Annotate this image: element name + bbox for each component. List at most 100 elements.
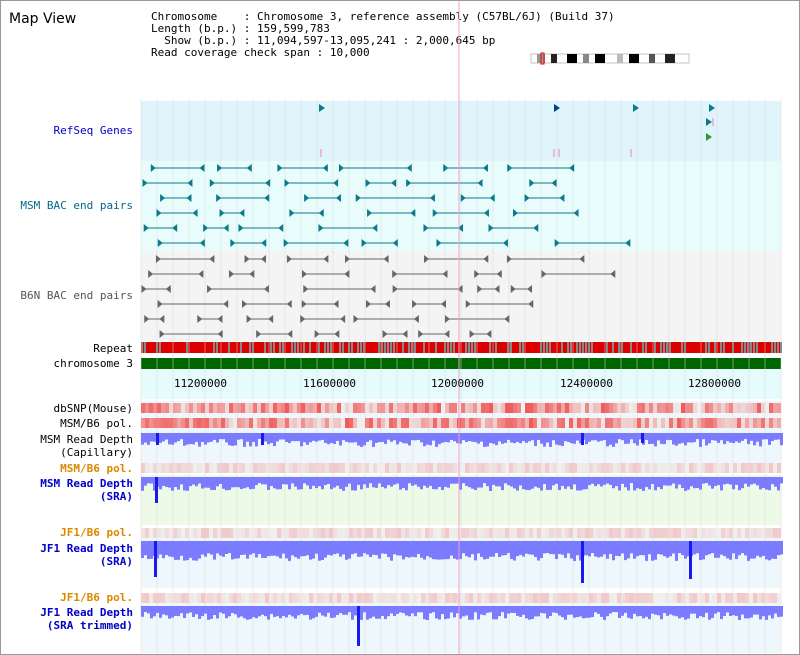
bac-end-pair[interactable] [156, 209, 198, 217]
bac-end-pair[interactable] [256, 330, 293, 338]
bac-end-pair[interactable] [361, 239, 398, 247]
bac-end-pair[interactable] [474, 270, 502, 278]
depth-bar [657, 606, 660, 616]
bac-end-pair[interactable] [244, 255, 266, 263]
jf1-read-depth-sra-label[interactable]: JF1 Read Depth [40, 542, 133, 555]
bac-end-pair[interactable] [197, 315, 223, 323]
bac-end-pair[interactable] [242, 300, 292, 308]
bac-end-pair[interactable] [477, 285, 500, 293]
bac-end-pair[interactable] [301, 270, 350, 278]
dbsnp-label[interactable]: dbSNP(Mouse) [53, 402, 133, 415]
bac-end-pair[interactable] [219, 209, 245, 217]
bac-end-pair[interactable] [230, 239, 267, 247]
bac-end-pair[interactable] [228, 270, 255, 278]
bac-end-pair[interactable] [150, 164, 205, 172]
bac-end-pair[interactable] [303, 285, 376, 293]
b6n-bac-label[interactable]: B6N BAC end pairs [20, 289, 133, 302]
msm-bac-label[interactable]: MSM BAC end pairs [20, 199, 133, 212]
bac-end-pair[interactable] [148, 270, 204, 278]
bac-end-pair[interactable] [304, 194, 341, 202]
gene-glyph[interactable] [633, 104, 639, 112]
jf1-b6-pol-label[interactable]: JF1/B6 pol. [60, 526, 133, 539]
bac-end-pair[interactable] [144, 315, 165, 323]
bac-end-pair[interactable] [382, 330, 408, 338]
bac-end-pair[interactable] [510, 285, 533, 293]
bac-end-pair[interactable] [406, 179, 483, 187]
bac-end-pair[interactable] [277, 164, 328, 172]
heat-cell [609, 593, 613, 603]
bac-end-pair[interactable] [143, 224, 178, 232]
refseq-label[interactable]: RefSeq Genes [53, 124, 133, 137]
bac-end-pair[interactable] [366, 300, 390, 308]
bac-end-pair[interactable] [506, 255, 585, 263]
bac-end-pair[interactable] [460, 194, 495, 202]
bac-end-pair[interactable] [488, 224, 539, 232]
bac-end-pair[interactable] [155, 255, 215, 263]
bac-end-pair[interactable] [465, 300, 534, 308]
bac-end-pair[interactable] [207, 285, 269, 293]
bac-end-pair[interactable] [529, 179, 557, 187]
feature-glyphs[interactable] [141, 104, 782, 353]
bac-end-pair[interactable] [141, 285, 171, 293]
repeat-block [228, 342, 230, 353]
msm-read-depth-sra-label[interactable]: MSM Read Depth [40, 477, 133, 490]
bac-end-pair[interactable] [300, 315, 346, 323]
bac-end-pair[interactable] [142, 179, 193, 187]
msm-read-depth-cap-label[interactable]: MSM Read Depth [40, 433, 133, 446]
bac-end-pair[interactable] [436, 239, 508, 247]
bac-end-pair[interactable] [392, 285, 463, 293]
repeat-label[interactable]: Repeat [93, 342, 133, 355]
bac-end-pair[interactable] [424, 255, 489, 263]
bac-end-pair[interactable] [159, 330, 223, 338]
gene-glyph[interactable] [709, 104, 715, 112]
bac-end-pair[interactable] [444, 315, 510, 323]
bac-end-pair[interactable] [289, 209, 324, 217]
bac-end-pair[interactable] [524, 194, 565, 202]
bac-end-pair[interactable] [314, 330, 340, 338]
msm-b6-pol-label[interactable]: MSM/B6 pol. [60, 417, 133, 430]
bac-end-pair[interactable] [283, 239, 349, 247]
gene-glyph[interactable] [706, 133, 712, 141]
bac-end-pair[interactable] [284, 179, 339, 187]
gene-glyph[interactable] [706, 118, 712, 126]
bac-end-pair[interactable] [209, 179, 271, 187]
chromosome-label[interactable]: chromosome 3 [53, 357, 133, 370]
bac-end-pair[interactable] [554, 239, 631, 247]
bac-end-pair[interactable] [217, 164, 252, 172]
heat-cell [341, 403, 345, 413]
bac-end-pair[interactable] [203, 224, 229, 232]
bac-end-pair[interactable] [423, 224, 463, 232]
gene-glyph[interactable] [554, 104, 560, 112]
gene-glyph[interactable] [319, 104, 325, 112]
bac-end-pair[interactable] [238, 224, 284, 232]
bac-end-pair[interactable] [432, 209, 489, 217]
bac-end-pair[interactable] [338, 164, 412, 172]
bac-end-pair[interactable] [160, 194, 192, 202]
bac-end-pair[interactable] [367, 209, 416, 217]
bac-end-pair[interactable] [353, 315, 419, 323]
bac-end-pair[interactable] [286, 255, 329, 263]
jf1-b6-pol2-label[interactable]: JF1/B6 pol. [60, 591, 133, 604]
heat-cell [189, 593, 193, 603]
bac-end-pair[interactable] [513, 209, 579, 217]
bac-end-pair[interactable] [469, 330, 492, 338]
bac-end-pair[interactable] [216, 194, 270, 202]
chromosome-ideogram[interactable] [530, 52, 690, 65]
bac-end-pair[interactable] [301, 300, 339, 308]
bac-end-pair[interactable] [412, 300, 446, 308]
bac-end-pair[interactable] [365, 179, 397, 187]
bac-end-pair[interactable] [392, 270, 448, 278]
bac-end-pair[interactable] [507, 164, 575, 172]
bac-end-pair[interactable] [355, 194, 435, 202]
bac-end-pair[interactable] [318, 224, 378, 232]
bac-end-pair[interactable] [541, 270, 616, 278]
bac-end-pair[interactable] [246, 315, 274, 323]
bac-end-pair[interactable] [157, 239, 205, 247]
bac-end-pair[interactable] [418, 330, 450, 338]
bac-end-pair[interactable] [443, 164, 488, 172]
bac-end-pair[interactable] [157, 300, 229, 308]
jf1-read-depth-trim-label[interactable]: JF1 Read Depth [40, 606, 133, 619]
msm-b6-pol2-label[interactable]: MSM/B6 pol. [60, 462, 133, 475]
bac-end-pair[interactable] [344, 255, 389, 263]
